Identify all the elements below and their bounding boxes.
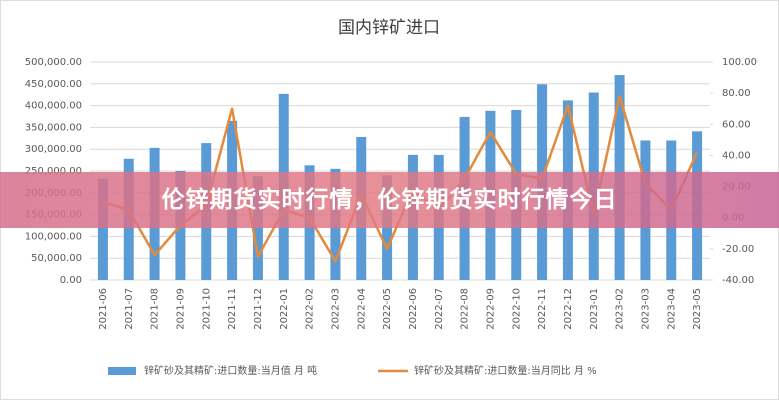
y-tick-label: 500,000.00 bbox=[25, 57, 82, 68]
x-tick-label: 2022-09 bbox=[485, 288, 496, 330]
legend-swatch bbox=[108, 367, 136, 375]
legend-label: 锌矿砂及其精矿:进口数量:当月同比 月 % bbox=[414, 364, 597, 377]
legend-label: 锌矿砂及其精矿:进口数量:当月值 月 吨 bbox=[144, 364, 317, 377]
x-tick-label: 2022-04 bbox=[356, 288, 367, 330]
y2-tick-label: -20.00 bbox=[722, 244, 754, 255]
bar bbox=[97, 178, 108, 280]
x-tick-label: 2022-06 bbox=[408, 288, 419, 330]
x-tick-label: 2021-10 bbox=[201, 288, 212, 330]
banner: 伦锌期货实时行情，伦锌期货实时行情今日 bbox=[0, 172, 779, 228]
y2-tick-label: 80.00 bbox=[722, 88, 751, 99]
x-tick-label: 2022-11 bbox=[537, 288, 548, 330]
y-tick-label: 400,000.00 bbox=[25, 101, 82, 112]
x-tick-label: 2022-05 bbox=[382, 288, 393, 330]
x-tick-label: 2023-02 bbox=[615, 288, 626, 330]
y-tick-label: 100,000.00 bbox=[25, 231, 82, 242]
x-tick-label: 2021-09 bbox=[175, 288, 186, 330]
x-tick-label: 2021-12 bbox=[253, 288, 264, 330]
y-tick-label: 0.00 bbox=[60, 275, 82, 286]
x-tick-label: 2022-02 bbox=[305, 288, 316, 330]
y2-tick-label: 60.00 bbox=[722, 119, 751, 130]
x-tick-label: 2022-01 bbox=[279, 288, 290, 330]
x-tick-label: 2022-07 bbox=[434, 288, 445, 330]
y2-tick-label: 40.00 bbox=[722, 150, 751, 161]
x-tick-label: 2021-11 bbox=[227, 288, 238, 330]
x-tick-label: 2023-04 bbox=[666, 288, 677, 330]
y-tick-label: 300,000.00 bbox=[25, 144, 82, 155]
x-tick-label: 2022-08 bbox=[460, 288, 471, 330]
y-tick-label: 250,000.00 bbox=[25, 166, 82, 177]
y-tick-label: 50,000.00 bbox=[31, 253, 82, 264]
x-tick-label: 2023-01 bbox=[589, 288, 600, 330]
chart-title: 国内锌矿进口 bbox=[338, 18, 440, 38]
x-tick-label: 2021-06 bbox=[98, 288, 109, 330]
y-tick-label: 450,000.00 bbox=[25, 79, 82, 90]
x-tick-label: 2021-07 bbox=[124, 288, 135, 330]
x-tick-label: 2022-12 bbox=[563, 288, 574, 330]
x-tick-label: 2022-10 bbox=[511, 288, 522, 330]
x-tick-label: 2023-05 bbox=[692, 288, 703, 330]
x-tick-label: 2022-03 bbox=[330, 288, 341, 330]
x-tick-label: 2023-03 bbox=[640, 288, 651, 330]
y2-tick-label: 100.00 bbox=[722, 57, 757, 68]
y-tick-label: 350,000.00 bbox=[25, 122, 82, 133]
y2-tick-label: -40.00 bbox=[722, 275, 754, 286]
bar bbox=[252, 176, 263, 280]
x-tick-label: 2021-08 bbox=[150, 288, 161, 330]
